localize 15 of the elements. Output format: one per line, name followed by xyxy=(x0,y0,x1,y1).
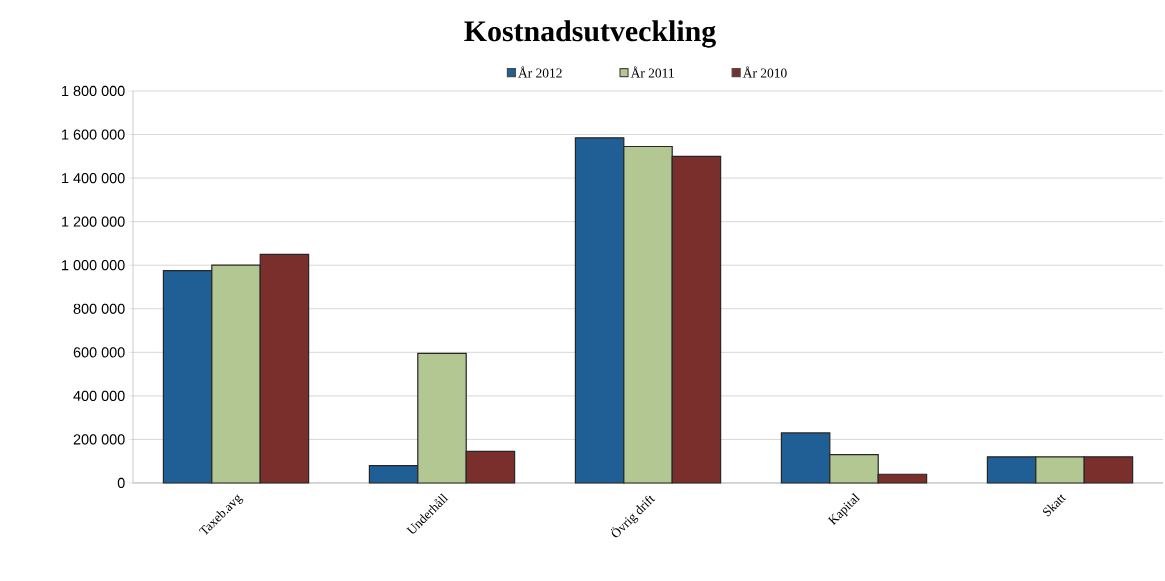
chart-title: Kostnadsutveckling xyxy=(464,20,716,48)
x-tick-label: Skatt xyxy=(1043,494,1067,517)
y-tick-label: 1 600 000 xyxy=(62,129,125,140)
legend-label: År 2010 xyxy=(742,66,787,78)
y-tick-label: 800 000 xyxy=(73,303,125,314)
legend-label: År 2012 xyxy=(518,66,562,78)
y-tick-label: 200 000 xyxy=(73,434,125,445)
legend-label: År 2011 xyxy=(630,66,674,78)
y-tick-label: 1 000 000 xyxy=(62,260,125,271)
y-tick-label: 1 200 000 xyxy=(62,216,125,227)
y-tick-label: 1 800 000 xyxy=(62,85,125,97)
y-tick-label: 0 xyxy=(117,477,125,489)
y-tick-label: 1 400 000 xyxy=(62,172,125,184)
y-tick-label: 400 000 xyxy=(73,390,125,401)
y-tick-label: 600 000 xyxy=(73,347,125,358)
